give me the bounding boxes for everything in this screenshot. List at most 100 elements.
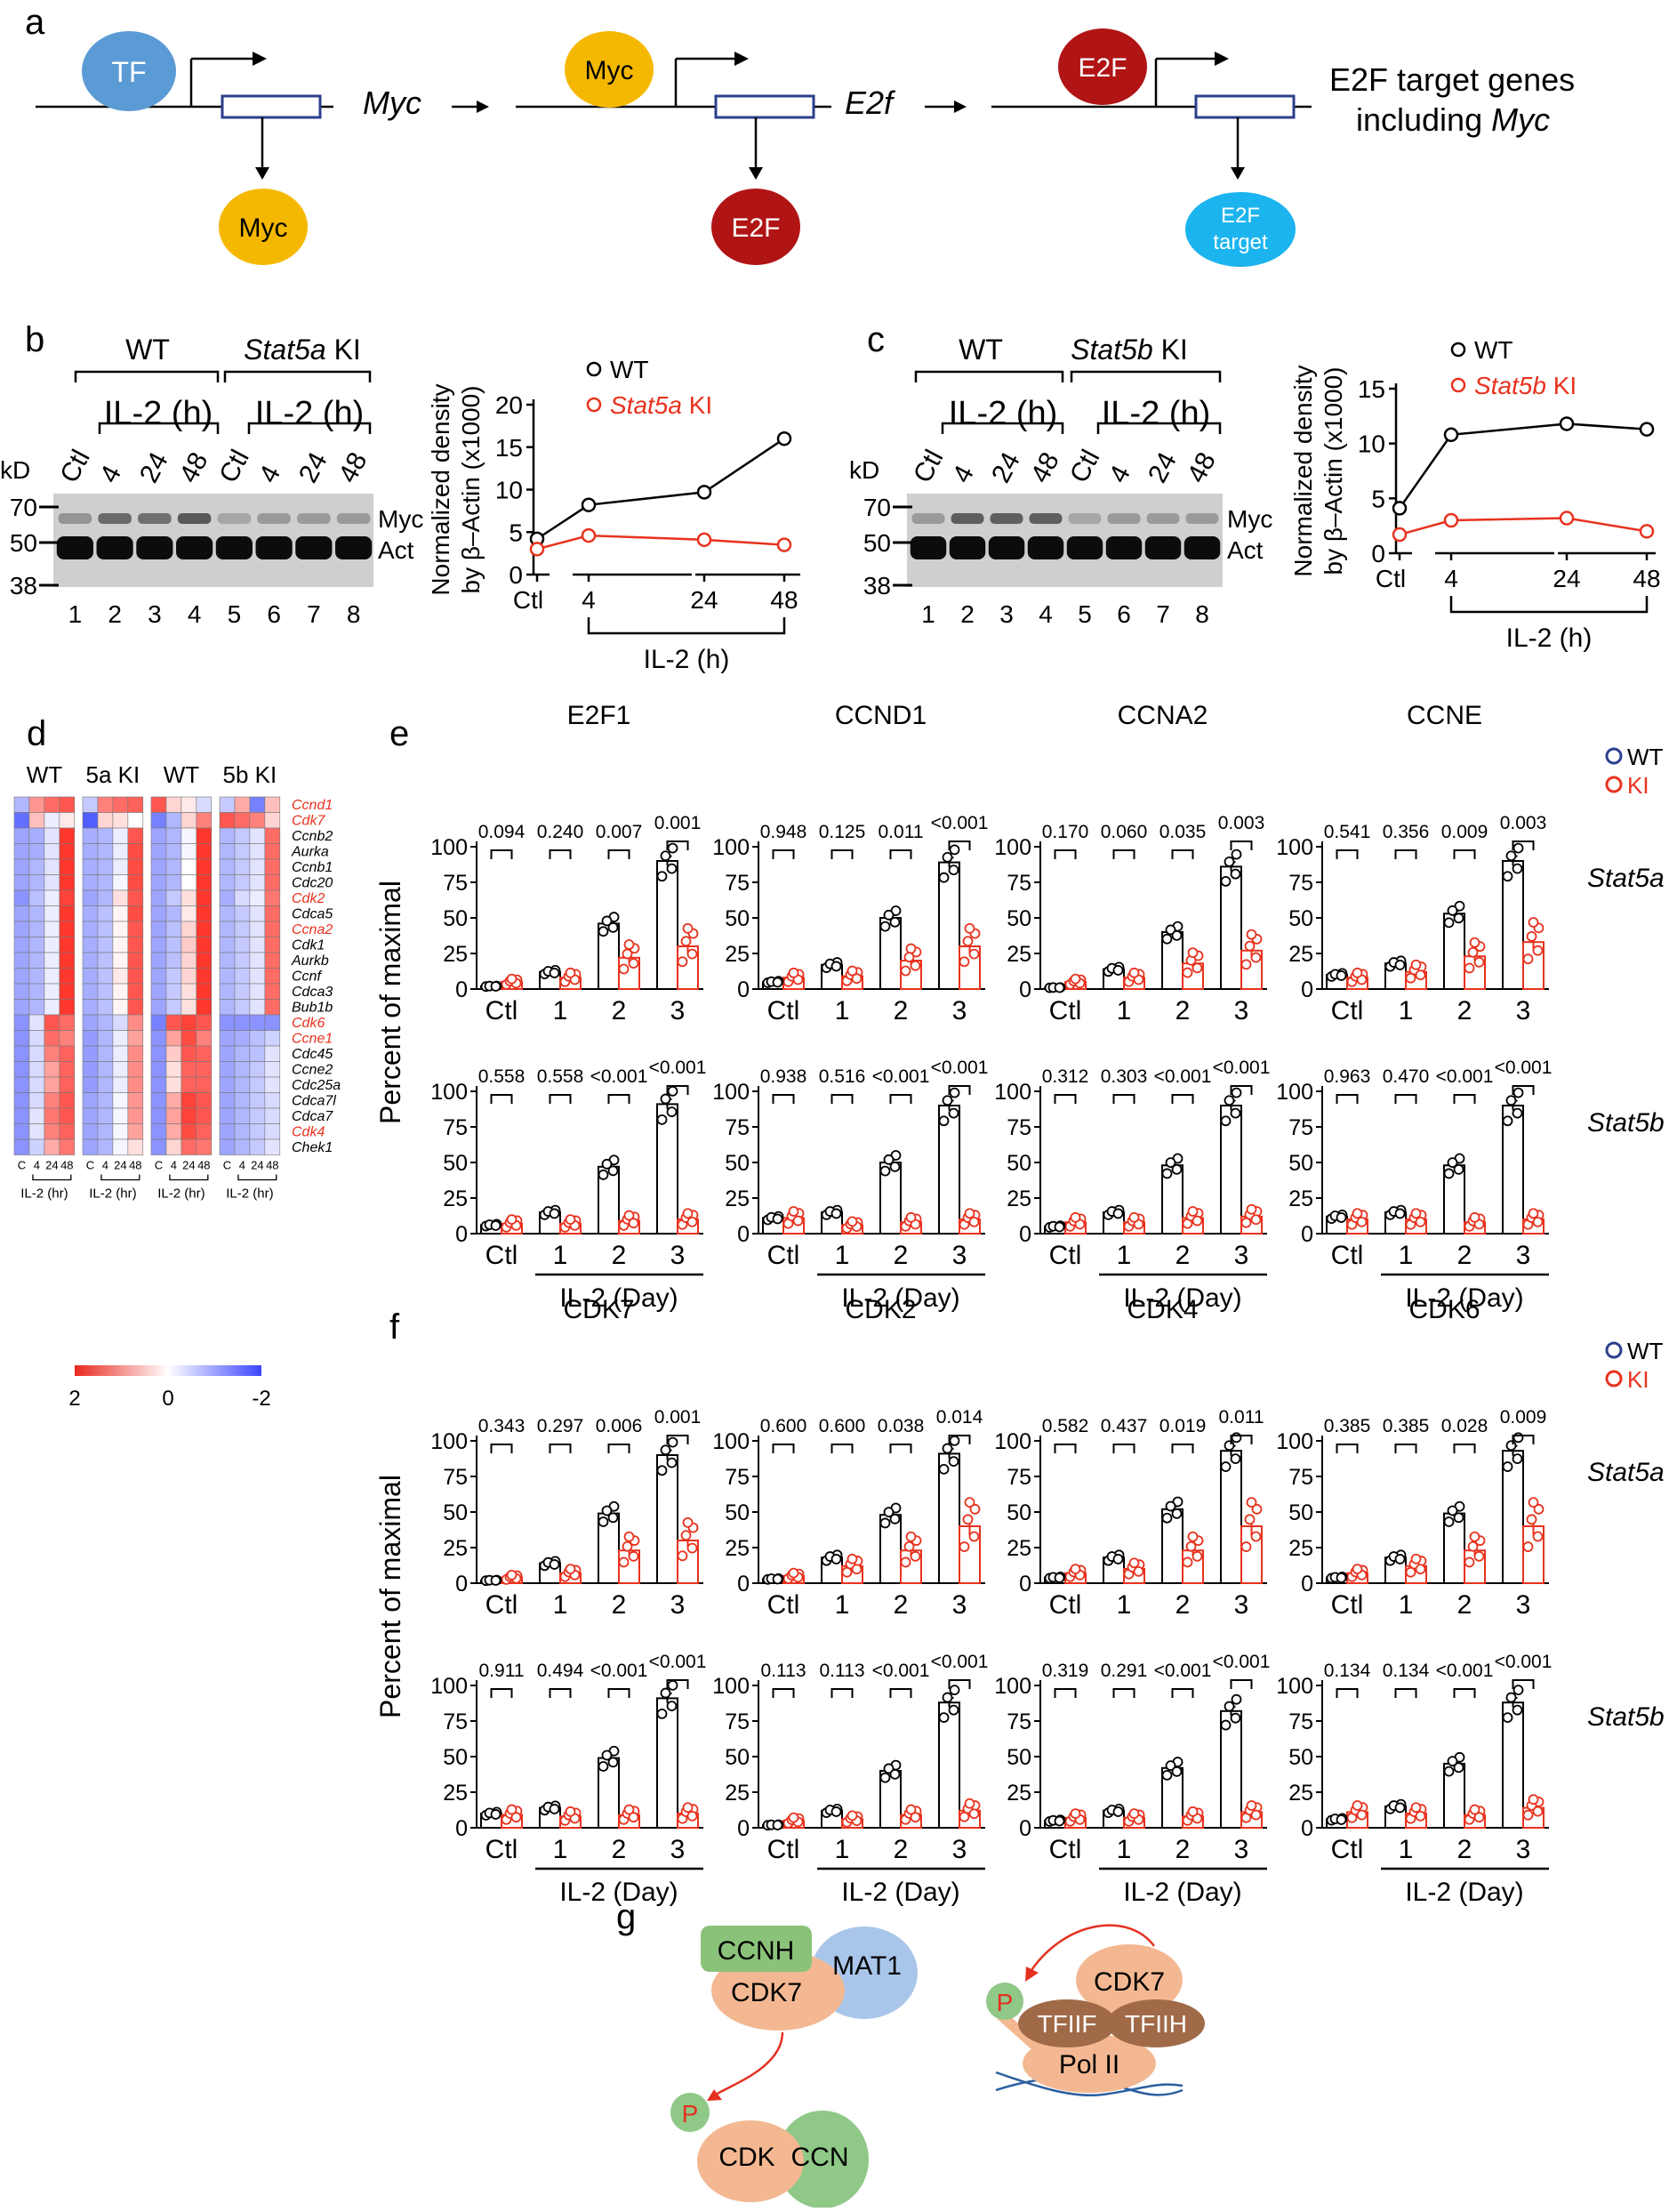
point-ki bbox=[1522, 953, 1534, 965]
heatmap-cell bbox=[196, 937, 213, 953]
x-tick-label: 4 bbox=[1444, 565, 1458, 592]
p-value: 0.911 bbox=[479, 1661, 525, 1681]
subplot-title: CDK6 bbox=[1408, 1295, 1480, 1324]
point-ki bbox=[618, 1556, 630, 1568]
y-tick-label: 0 bbox=[509, 561, 523, 589]
heatmap-cell bbox=[127, 1092, 144, 1109]
heatmap-cell bbox=[264, 937, 281, 953]
x-tick-label: Ctl bbox=[485, 1835, 518, 1864]
heatmap-cell bbox=[219, 921, 236, 937]
point-wt bbox=[1224, 1440, 1235, 1452]
p-bracket bbox=[1453, 1688, 1476, 1698]
heatmap-col-label: 48 bbox=[266, 1159, 278, 1172]
x-tick-label: Ctl bbox=[1331, 1590, 1364, 1620]
p-bracket bbox=[666, 1085, 689, 1095]
heatmap-cell bbox=[234, 1092, 251, 1109]
heatmap-cell bbox=[13, 1030, 30, 1047]
p-value: 0.003 bbox=[1500, 813, 1547, 833]
tfiif-label: TFIIF bbox=[1038, 2010, 1097, 2038]
p-value: <0.001 bbox=[1436, 1661, 1494, 1681]
p-value: 0.303 bbox=[1101, 1066, 1148, 1087]
heatmap-cell bbox=[264, 999, 281, 1016]
point-wt bbox=[942, 1095, 953, 1106]
y-tick-label: 0 bbox=[1019, 1816, 1031, 1841]
p-bracket bbox=[490, 1688, 513, 1698]
heatmap-col-label: C bbox=[86, 1159, 94, 1172]
heatmap-cell bbox=[44, 921, 60, 937]
point-ki bbox=[1185, 1540, 1197, 1552]
y-tick-label: 100 bbox=[712, 1429, 750, 1454]
heatmap-cell bbox=[196, 1138, 213, 1155]
heatmap-col-label: 24 bbox=[251, 1159, 263, 1172]
p-bracket bbox=[772, 1444, 795, 1453]
point-ki bbox=[1528, 1497, 1539, 1508]
point-wt bbox=[1512, 863, 1523, 874]
heatmap-cell bbox=[165, 983, 182, 1000]
point-ki bbox=[900, 965, 911, 977]
y-tick-label: 0 bbox=[1019, 1222, 1031, 1247]
point-ki bbox=[905, 1531, 917, 1542]
point-ki bbox=[1473, 956, 1485, 968]
heatmap-col-label: 24 bbox=[182, 1159, 195, 1172]
heatmap-cell bbox=[13, 1092, 30, 1109]
heatmap-gene-label: Cdk7 bbox=[292, 814, 325, 829]
point-ki bbox=[1528, 917, 1539, 928]
heatmap-cell bbox=[196, 1030, 213, 1047]
blot-c-myc: Myc bbox=[1227, 505, 1272, 533]
p-value: 0.001 bbox=[654, 813, 702, 833]
heatmap-cell bbox=[234, 796, 251, 813]
point-ki bbox=[962, 936, 974, 947]
p-value: 0.113 bbox=[820, 1661, 865, 1681]
x-tick-label: 3 bbox=[1516, 1590, 1531, 1620]
p-value: <0.001 bbox=[1213, 1058, 1271, 1078]
y-tick-label: 50 bbox=[725, 906, 750, 931]
y-tick-label: 50 bbox=[1288, 1500, 1313, 1525]
p-bracket bbox=[1394, 849, 1417, 859]
lane-label: 48 bbox=[1182, 447, 1222, 487]
series-line bbox=[536, 534, 785, 551]
heatmap-cell bbox=[150, 921, 167, 937]
heatmap-cell bbox=[165, 999, 182, 1016]
heatmap-cell bbox=[249, 921, 266, 937]
point-wt bbox=[1394, 1802, 1406, 1814]
lane-label: Ctl bbox=[213, 445, 254, 487]
heatmap-cell bbox=[127, 1030, 144, 1047]
heatmap-cell bbox=[127, 1138, 144, 1155]
heatmap-cell bbox=[82, 812, 99, 829]
heatmap-cell bbox=[82, 937, 99, 953]
heatmap-cell bbox=[97, 1014, 114, 1031]
heatmap-cell bbox=[59, 843, 76, 860]
point-ki bbox=[1192, 962, 1203, 974]
point-ki bbox=[792, 1215, 804, 1227]
point-ki bbox=[1251, 1503, 1263, 1515]
point-ki bbox=[964, 1798, 975, 1809]
point-wt bbox=[490, 1809, 501, 1820]
heatmap-cell bbox=[196, 812, 213, 829]
heatmap-cell bbox=[112, 905, 129, 922]
heatmap-cell bbox=[181, 889, 197, 906]
heatmap-cell bbox=[127, 952, 144, 969]
heatmap-cell bbox=[264, 796, 281, 813]
point-ki bbox=[680, 936, 692, 947]
heatmap-cell bbox=[249, 1138, 266, 1155]
point-ki bbox=[788, 1206, 799, 1217]
heatmap-cell bbox=[82, 1123, 99, 1140]
p-node-2 bbox=[986, 1983, 1023, 2020]
x-tick-label: 1 bbox=[1399, 1241, 1414, 1270]
heatmap-group-label: WT bbox=[164, 761, 200, 788]
heatmap-gene-label: Cdc25a bbox=[292, 1078, 341, 1093]
p-bracket bbox=[889, 1444, 912, 1453]
heatmap-cell bbox=[112, 827, 129, 844]
y-tick-label: 0 bbox=[737, 1816, 750, 1841]
point-ki bbox=[1532, 945, 1544, 956]
x-tick-label: Ctl bbox=[1049, 1241, 1082, 1270]
heatmap-cell bbox=[13, 983, 30, 1000]
x-tick-label: 3 bbox=[1516, 996, 1531, 1026]
point-wt bbox=[1054, 982, 1065, 993]
y-tick-label: 0 bbox=[1019, 1572, 1031, 1597]
legend-label: Stat5a KI bbox=[610, 391, 712, 419]
point-ki bbox=[1244, 940, 1256, 952]
point-ki bbox=[1415, 1810, 1426, 1822]
heatmap-cell bbox=[264, 1061, 281, 1078]
heatmap-cell bbox=[150, 889, 167, 906]
